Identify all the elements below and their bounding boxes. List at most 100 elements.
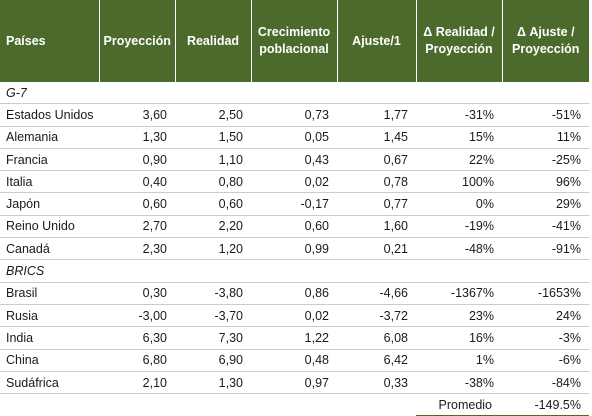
- cell-delta-ajuste: 96%: [502, 170, 589, 194]
- table-row: Rusia -3,00 -3,70 0,02 -3,72 23% 24%: [0, 304, 589, 328]
- cell-realidad: 1,30: [175, 371, 251, 395]
- cell-realidad: -3,70: [175, 304, 251, 328]
- header-ajuste: Ajuste/1: [337, 0, 417, 82]
- cell-delta-ajuste: -91%: [502, 237, 589, 261]
- cell-crecimiento: 0,43: [251, 148, 337, 172]
- cell-proyeccion: 0,30: [99, 282, 175, 305]
- cell-crecimiento: 0,05: [251, 126, 337, 149]
- cell-delta-realidad: -38%: [416, 371, 502, 395]
- cell-crecimiento: 0,48: [251, 349, 337, 372]
- cell-country: Alemania: [0, 126, 99, 149]
- cell-delta-ajuste: -6%: [502, 349, 589, 372]
- table-body: G-7 Estados Unidos 3,60 2,50 0,73 1,77 -…: [0, 82, 589, 416]
- table-row: Reino Unido 2,70 2,20 0,60 1,60 -19% -41…: [0, 215, 589, 239]
- promedio-value: -149.5%: [502, 393, 589, 416]
- cell-proyeccion: 2,30: [99, 237, 175, 261]
- cell-country: Estados Unidos: [0, 103, 99, 127]
- table-row: Italia 0,40 0,80 0,02 0,78 100% 96%: [0, 170, 589, 194]
- cell-proyeccion: 6,30: [99, 326, 175, 350]
- cell-crecimiento: 0,02: [251, 304, 337, 328]
- footer-row: Promedio -149.5%: [0, 393, 589, 416]
- cell-proyeccion: 0,40: [99, 170, 175, 194]
- cell-crecimiento: 0,73: [251, 103, 337, 127]
- cell-country: Brasil: [0, 282, 99, 305]
- table-row: Japón 0,60 0,60 -0,17 0,77 0% 29%: [0, 192, 589, 216]
- table-row: Brasil 0,30 -3,80 0,86 -4,66 -1367% -165…: [0, 282, 589, 305]
- cell-realidad: 2,20: [175, 215, 251, 239]
- cell-crecimiento: -0,17: [251, 192, 337, 216]
- cell-ajuste: -3,72: [337, 304, 416, 328]
- cell-proyeccion: 2,10: [99, 371, 175, 395]
- cell-crecimiento: 0,97: [251, 371, 337, 395]
- cell-realidad: 1,50: [175, 126, 251, 149]
- cell-proyeccion: 3,60: [99, 103, 175, 127]
- cell-realidad: 6,90: [175, 349, 251, 372]
- cell-realidad: 0,80: [175, 170, 251, 194]
- table-row: Francia 0,90 1,10 0,43 0,67 22% -25%: [0, 148, 589, 172]
- cell-proyeccion: 2,70: [99, 215, 175, 239]
- cell-crecimiento: 0,99: [251, 237, 337, 261]
- cell-ajuste: 0,33: [337, 371, 416, 395]
- cell-proyeccion: -3,00: [99, 304, 175, 328]
- cell-delta-realidad: 100%: [416, 170, 502, 194]
- cell-country: Sudáfrica: [0, 371, 99, 395]
- cell-delta-realidad: -48%: [416, 237, 502, 261]
- cell-ajuste: 0,21: [337, 237, 416, 261]
- table-row: Sudáfrica 2,10 1,30 0,97 0,33 -38% -84%: [0, 371, 589, 395]
- header-paises: Países: [0, 0, 100, 82]
- cell-realidad: 2,50: [175, 103, 251, 127]
- promedio-label: Promedio: [416, 393, 502, 416]
- header-delta-ajuste: Δ Ajuste / Proyección: [502, 0, 589, 82]
- cell-ajuste: 1,77: [337, 103, 416, 127]
- table-row: Canadá 2,30 1,20 0,99 0,21 -48% -91%: [0, 237, 589, 261]
- cell-country: Reino Unido: [0, 215, 99, 239]
- cell-delta-ajuste: 29%: [502, 192, 589, 216]
- cell-country: China: [0, 349, 99, 372]
- cell-delta-ajuste: -51%: [502, 103, 589, 127]
- table-row: Estados Unidos 3,60 2,50 0,73 1,77 -31% …: [0, 103, 589, 127]
- cell-proyeccion: 1,30: [99, 126, 175, 149]
- cell-ajuste: 0,78: [337, 170, 416, 194]
- cell-delta-realidad: -19%: [416, 215, 502, 239]
- cell-delta-realidad: -1367%: [416, 282, 502, 305]
- cell-ajuste: 1,60: [337, 215, 416, 239]
- group-label: BRICS: [0, 259, 589, 283]
- header-realidad: Realidad: [175, 0, 252, 82]
- cell-country: India: [0, 326, 99, 350]
- header-crecimiento: Crecimiento poblacional: [251, 0, 338, 82]
- cell-realidad: 1,10: [175, 148, 251, 172]
- cell-country: Canadá: [0, 237, 99, 261]
- table-row: India 6,30 7,30 1,22 6,08 16% -3%: [0, 326, 589, 350]
- cell-delta-realidad: 1%: [416, 349, 502, 372]
- header-delta-realidad: Δ Realidad / Proyección: [416, 0, 503, 82]
- cell-delta-realidad: -31%: [416, 103, 502, 127]
- table-header: Países Proyección Realidad Crecimiento p…: [0, 0, 589, 82]
- cell-delta-ajuste: -3%: [502, 326, 589, 350]
- cell-crecimiento: 0,02: [251, 170, 337, 194]
- cell-ajuste: 6,42: [337, 349, 416, 372]
- cell-delta-ajuste: -1653%: [502, 282, 589, 305]
- cell-ajuste: 0,67: [337, 148, 416, 172]
- cell-proyeccion: 0,60: [99, 192, 175, 216]
- cell-crecimiento: 0,86: [251, 282, 337, 305]
- cell-ajuste: -4,66: [337, 282, 416, 305]
- cell-ajuste: 1,45: [337, 126, 416, 149]
- cell-delta-realidad: 15%: [416, 126, 502, 149]
- table-row: China 6,80 6,90 0,48 6,42 1% -6%: [0, 349, 589, 372]
- table-row: Alemania 1,30 1,50 0,05 1,45 15% 11%: [0, 126, 589, 149]
- cell-realidad: 7,30: [175, 326, 251, 350]
- cell-crecimiento: 0,60: [251, 215, 337, 239]
- cell-delta-realidad: 22%: [416, 148, 502, 172]
- cell-ajuste: 6,08: [337, 326, 416, 350]
- cell-proyeccion: 6,80: [99, 349, 175, 372]
- cell-delta-realidad: 23%: [416, 304, 502, 328]
- cell-country: Rusia: [0, 304, 99, 328]
- cell-delta-ajuste: -25%: [502, 148, 589, 172]
- cell-country: Francia: [0, 148, 99, 172]
- group-row-g7: G-7: [0, 82, 589, 105]
- cell-country: Japón: [0, 192, 99, 216]
- cell-delta-ajuste: 11%: [502, 126, 589, 149]
- cell-country: Italia: [0, 170, 99, 194]
- cell-realidad: 1,20: [175, 237, 251, 261]
